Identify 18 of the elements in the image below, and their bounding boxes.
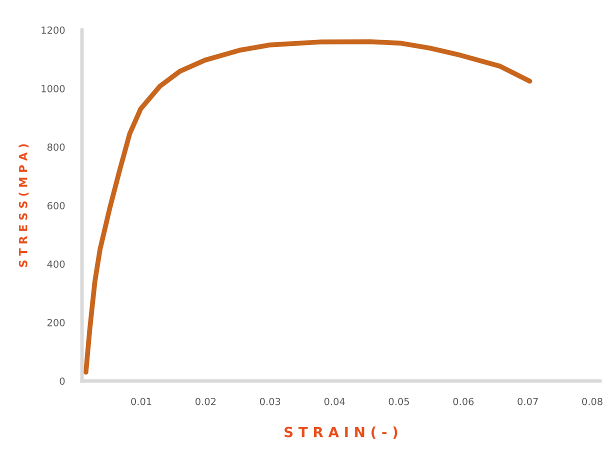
y-tick-label: 0 (60, 377, 65, 385)
x-tick-label: 0.02 (196, 398, 216, 406)
x-tick-label: 0.04 (324, 398, 345, 406)
y-tick-label: 200 (47, 318, 65, 326)
x-tick-label: 0.08 (582, 398, 602, 406)
y-tick-label: 800 (47, 143, 65, 151)
y-tick-label: 400 (47, 260, 65, 268)
y-tick-label: 1000 (42, 84, 65, 92)
line-series (83, 39, 532, 375)
y-tick-label: 600 (47, 202, 65, 210)
x-tick-label: 0.06 (453, 398, 474, 406)
x-tick-label: 0.03 (260, 398, 280, 406)
x-tick-label: 0.05 (388, 398, 409, 406)
y-tick-label: 1200 (42, 26, 65, 34)
x-tick-label: 0.01 (131, 398, 152, 406)
y-axis-title: S T R E S S ( M P A ) (18, 144, 29, 267)
x-axis-title: S T R A I N ( - ) (284, 426, 398, 439)
x-tick-label: 0.07 (518, 398, 538, 406)
